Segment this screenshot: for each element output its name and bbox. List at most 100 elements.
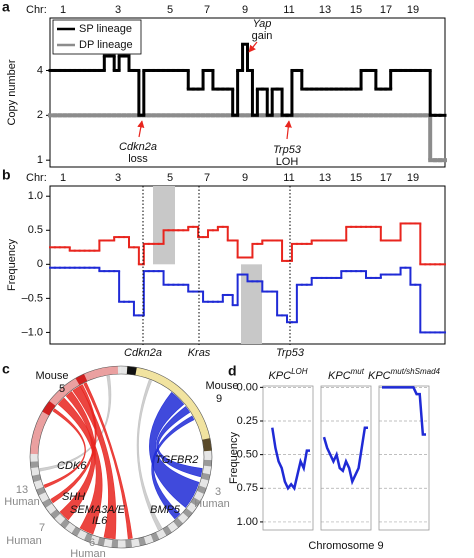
panel-letter: a: [2, 0, 10, 15]
annotation-gene: Trp53: [273, 144, 302, 156]
gene-label: BMP5: [150, 504, 181, 516]
annotation-gene: Yap: [253, 18, 272, 30]
ring-segment: [30, 366, 119, 455]
subplot-frame: [378, 385, 430, 531]
chromosome-label: 19: [407, 172, 419, 184]
chromosome-label: 1: [60, 172, 66, 184]
chromosome-label: 13: [16, 484, 28, 496]
title-name: KPC: [368, 370, 391, 382]
annotation-arrow: [248, 41, 258, 53]
chromosome-label: 17: [380, 4, 392, 16]
ring-segment: [202, 438, 212, 452]
ring-segment: [125, 539, 133, 548]
y-tick-label: 0.75: [237, 482, 258, 494]
chromosome-label: 15: [350, 172, 362, 184]
chromosome-label: 9: [242, 4, 248, 16]
y-axis-label: Copy number: [6, 59, 18, 125]
y-tick-label: –1.0: [22, 326, 43, 338]
chromosome-label: 13: [319, 4, 331, 16]
x-axis-label: Chromosome 9: [308, 540, 383, 552]
ring-segment: [182, 508, 193, 518]
locus-label: Kras: [188, 347, 211, 359]
ribbon: [136, 379, 163, 531]
chromosome-label: 11: [283, 172, 294, 184]
chromosome-label: 19: [407, 4, 419, 16]
highlight: [241, 264, 262, 344]
y-tick-label: 4: [37, 64, 43, 76]
ring-segment: [196, 485, 207, 495]
chromosome-label: 9: [216, 393, 222, 405]
legend: SP lineage DP lineage: [52, 19, 142, 55]
locus-label: Cdkn2a: [124, 347, 162, 359]
subplot-frame: [262, 385, 314, 531]
y-tick-label: 1: [37, 154, 43, 166]
ring-segment: [71, 526, 81, 537]
y-axis-label: Frequency: [228, 432, 240, 484]
annotation-gene: Cdkn2a: [119, 141, 157, 153]
ring-segment: [50, 509, 61, 520]
subplot-title: KPCLOH: [268, 367, 307, 382]
subplot-frame: [320, 385, 372, 531]
ring-segment: [190, 497, 201, 507]
chromosome-label: 1: [60, 4, 66, 16]
ribbon: [151, 415, 195, 520]
chromosome-label: 5: [59, 383, 65, 395]
subplot-title: KPCmut/shSmad4: [368, 367, 441, 382]
ring-outline: [37, 373, 205, 541]
ring-segment: [138, 536, 147, 547]
chromosome-label: 13: [319, 172, 331, 184]
gene-label: SEMA3A/E: [70, 504, 126, 516]
gene-label: TGFBR2: [155, 454, 198, 466]
chromosome-label: 3: [115, 4, 121, 16]
subplot-title: KPCmut: [328, 367, 365, 382]
ring-segment: [150, 532, 160, 542]
ring-segment: [42, 400, 56, 416]
y-tick-label: 0.25: [237, 415, 258, 427]
gene-label: IL6: [92, 515, 108, 527]
chromosome-label: 3: [115, 172, 121, 184]
y-tick-label: 1.0: [28, 190, 43, 202]
chromosome-label: 9: [242, 172, 248, 184]
frequency-line: [382, 386, 426, 436]
ring-outline: [29, 365, 213, 549]
chromosome-label: 11: [283, 4, 294, 16]
y-axis-label: Frequency: [6, 239, 18, 291]
panel-letter: c: [2, 361, 10, 377]
chromosome-label: Human: [194, 498, 229, 510]
annotation-event: loss: [128, 153, 148, 165]
chromosome-label: Human: [6, 535, 41, 547]
ring-segment: [126, 366, 137, 376]
gene-label: CDK6: [57, 460, 87, 472]
title-superscript: mut: [351, 367, 365, 376]
y-tick-label: 0.00: [237, 381, 258, 393]
ring-segment: [42, 498, 53, 508]
chromosome-label: 5: [167, 172, 173, 184]
ring-segment: [60, 518, 70, 529]
title-name: KPC: [328, 370, 351, 382]
ring-segment: [162, 525, 172, 536]
ring-segment: [31, 474, 42, 483]
chromosome-label: Mouse: [205, 380, 238, 392]
chromosome-label: 6: [89, 537, 95, 549]
ring-segment: [75, 373, 88, 386]
title-superscript: mut/shSmad4: [391, 367, 441, 376]
chromosome-label: Mouse: [35, 370, 68, 382]
chromosome-label: Human: [4, 496, 39, 508]
highlight: [153, 186, 175, 265]
ring-segment: [30, 461, 39, 469]
gene-label: SHH: [62, 491, 85, 503]
panel-letter: d: [228, 363, 237, 379]
chromosome-label: 17: [380, 172, 392, 184]
y-tick-label: 0: [37, 258, 43, 270]
chromosome-label: 7: [204, 172, 210, 184]
annotation-arrow: [137, 120, 145, 138]
ribbon: [50, 384, 97, 504]
ribbon: [83, 382, 133, 540]
locus-label: Trp53: [276, 347, 305, 359]
frequency-line: [271, 427, 310, 492]
chromosome-label: 3: [215, 486, 221, 498]
ring-segment: [126, 366, 212, 452]
panel-letter: b: [2, 167, 11, 183]
ribbon: [149, 391, 200, 508]
